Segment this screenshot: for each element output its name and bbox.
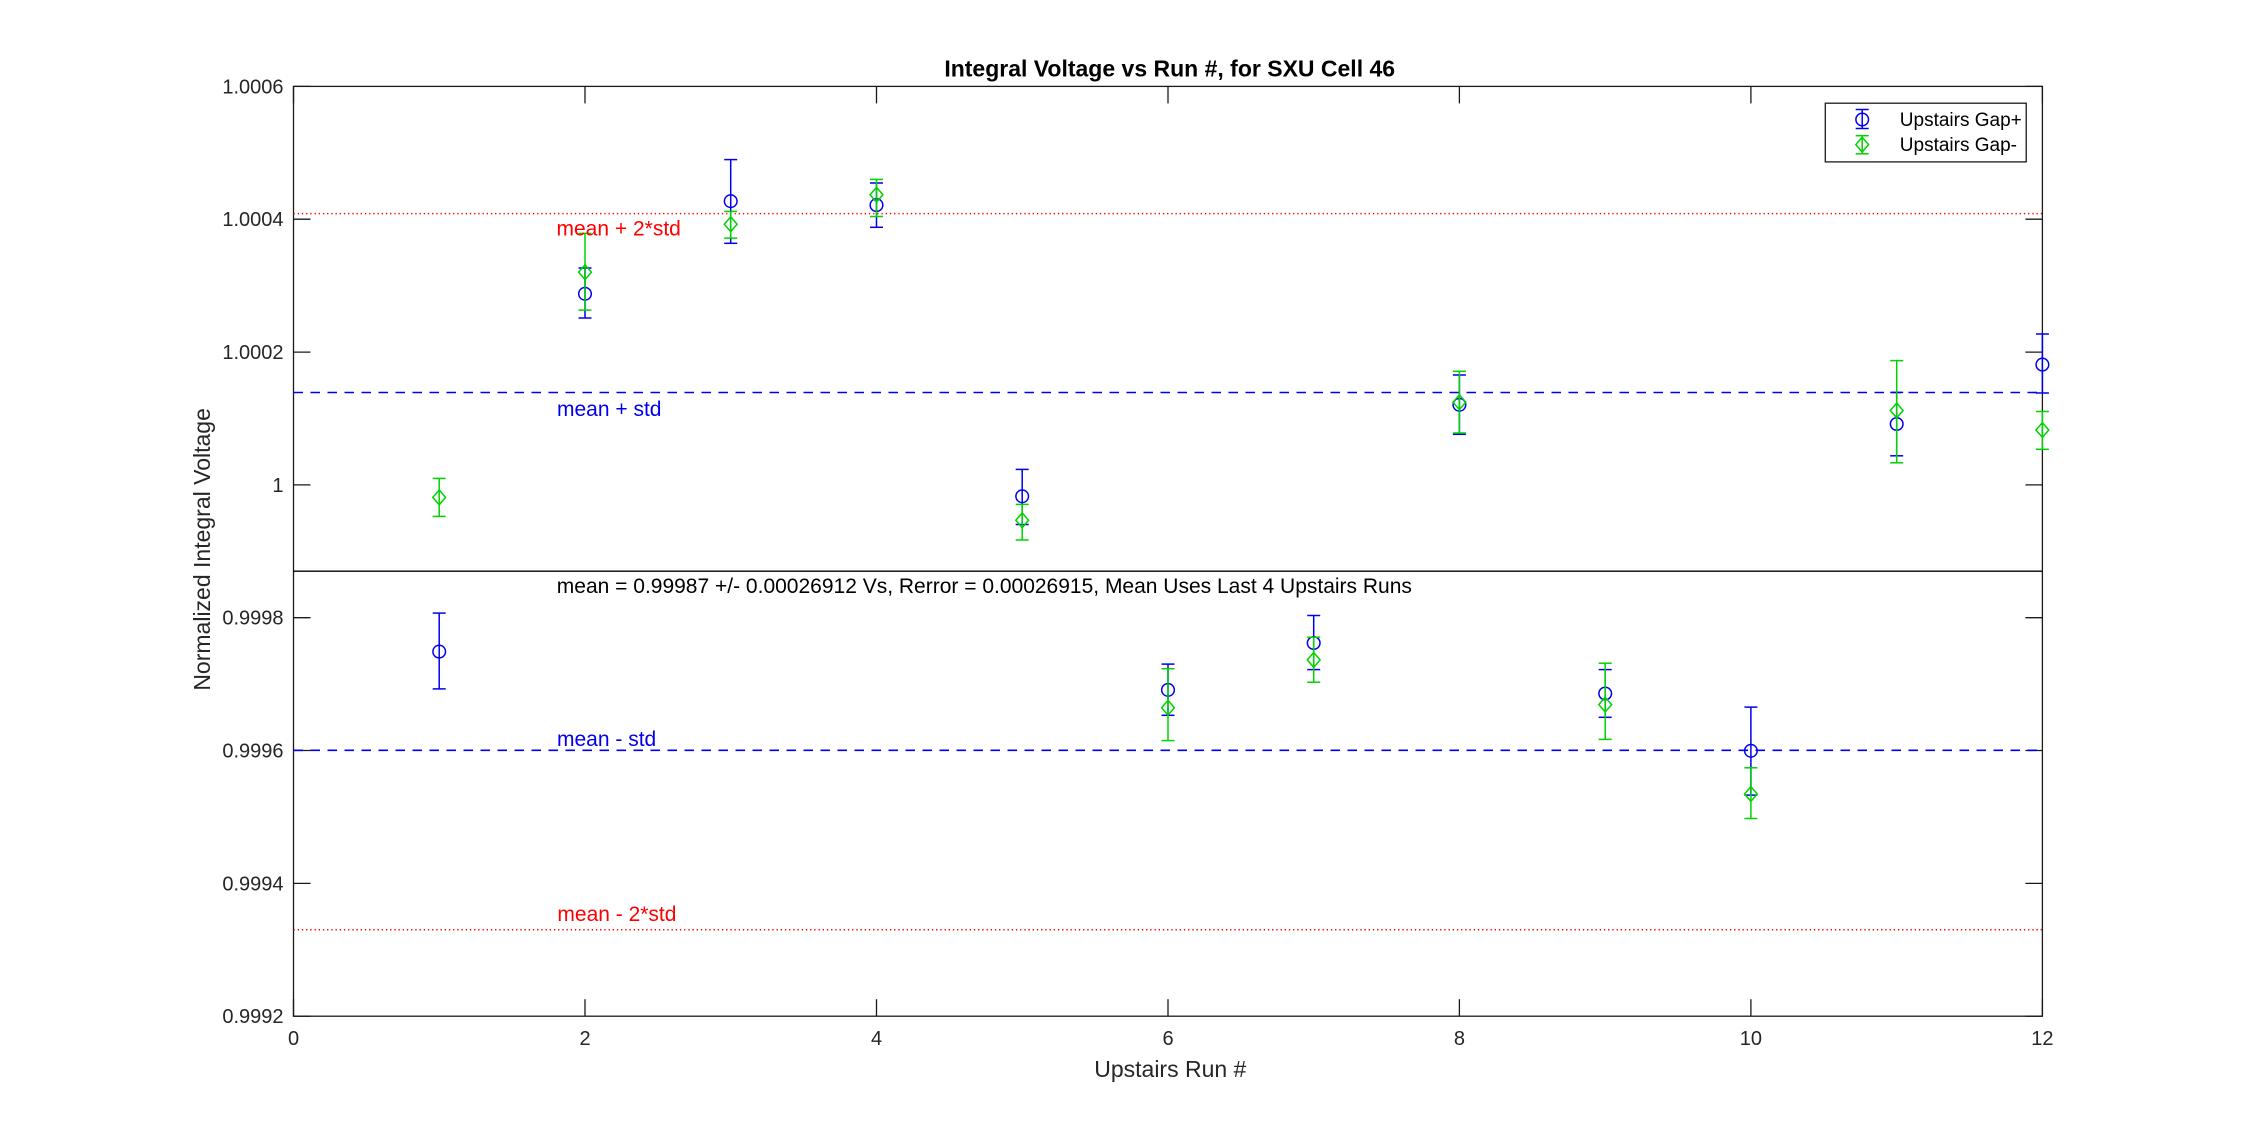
svg-text:mean + 2*std: mean + 2*std <box>557 218 681 241</box>
svg-text:mean = 0.99987 +/- 0.00026912: mean = 0.99987 +/- 0.00026912 Vs, Rerror… <box>557 575 1412 598</box>
svg-text:2: 2 <box>579 1028 590 1050</box>
svg-text:0.9992: 0.9992 <box>222 1006 283 1028</box>
svg-text:10: 10 <box>1740 1028 1762 1050</box>
svg-text:Normalized Integral Voltage: Normalized Integral Voltage <box>189 408 215 691</box>
svg-text:1.0006: 1.0006 <box>222 76 283 98</box>
svg-text:0.9996: 0.9996 <box>222 741 283 763</box>
svg-text:8: 8 <box>1454 1028 1465 1050</box>
svg-text:Upstairs Run #: Upstairs Run # <box>1094 1056 1246 1082</box>
svg-text:0.9994: 0.9994 <box>222 873 283 895</box>
svg-text:Upstairs Gap-: Upstairs Gap- <box>1900 135 2017 156</box>
svg-text:mean - 2*std: mean - 2*std <box>557 903 676 926</box>
svg-text:Integral Voltage vs Run #, for: Integral Voltage vs Run #, for SXU Cell … <box>944 55 1395 81</box>
svg-text:1: 1 <box>272 475 283 497</box>
svg-text:6: 6 <box>1162 1028 1173 1050</box>
svg-text:1.0002: 1.0002 <box>222 342 283 364</box>
svg-text:0: 0 <box>288 1028 299 1050</box>
svg-text:12: 12 <box>2031 1028 2053 1050</box>
svg-text:4: 4 <box>871 1028 882 1050</box>
svg-text:Upstairs Gap+: Upstairs Gap+ <box>1900 110 2022 131</box>
svg-text:mean + std: mean + std <box>557 398 661 421</box>
svg-text:1.0004: 1.0004 <box>222 209 283 231</box>
svg-text:mean - std: mean - std <box>557 728 656 751</box>
svg-text:0.9998: 0.9998 <box>222 608 283 630</box>
